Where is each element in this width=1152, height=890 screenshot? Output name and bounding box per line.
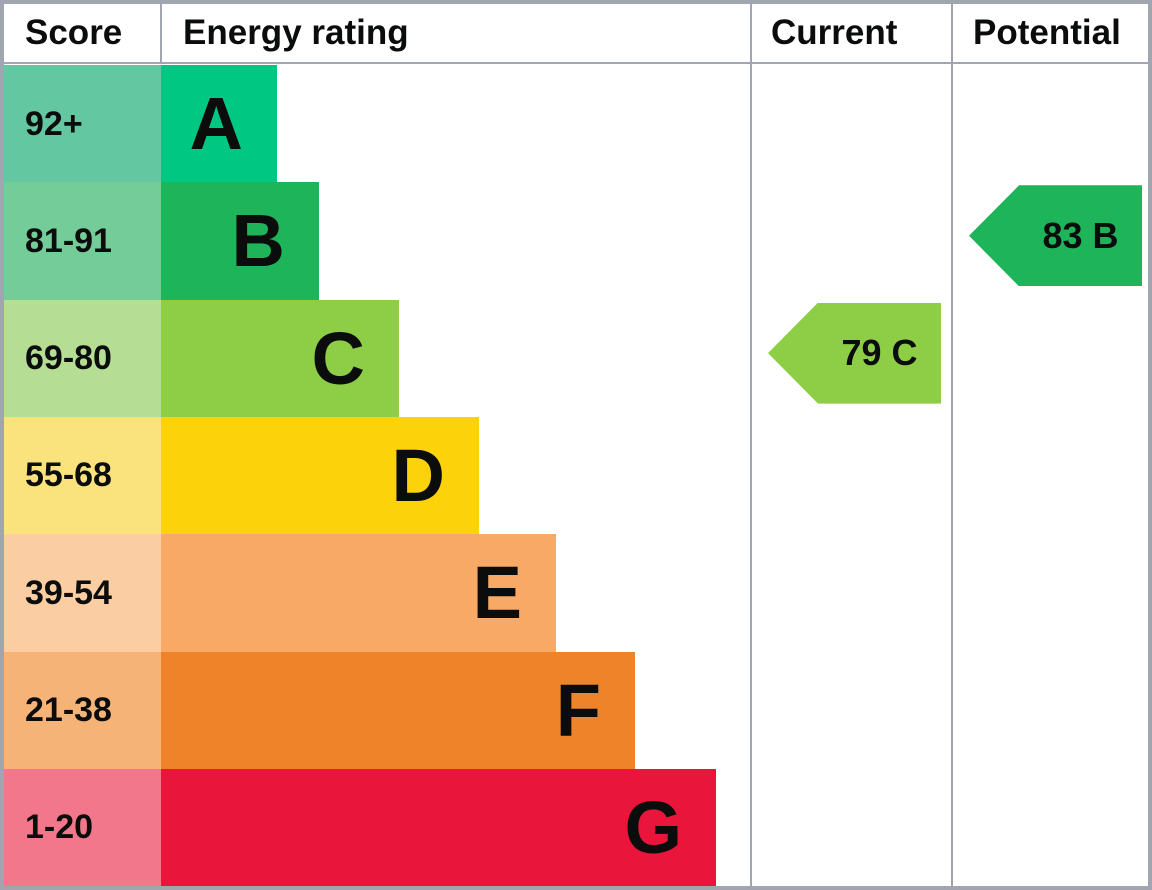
score-range-label: 55-68 bbox=[25, 456, 112, 495]
score-range-label: 92+ bbox=[25, 104, 83, 143]
current-rating-label: 79 C bbox=[841, 332, 918, 374]
potential-column-divider-line bbox=[951, 4, 953, 886]
band-row-d: 55-68 D bbox=[4, 416, 1148, 535]
band-row-b: 81-91 B bbox=[4, 182, 1148, 301]
score-range-cell: 81-91 bbox=[4, 182, 161, 301]
score-range-label: 39-54 bbox=[25, 573, 112, 612]
band-letter: E bbox=[472, 551, 522, 635]
score-range-cell: 69-80 bbox=[4, 299, 161, 418]
header-energy-rating-label: Energy rating bbox=[183, 13, 409, 52]
band-bar: B bbox=[161, 182, 319, 301]
score-range-label: 21-38 bbox=[25, 691, 112, 729]
header-current-label: Current bbox=[771, 13, 898, 52]
score-range-label: 81-91 bbox=[25, 221, 112, 260]
header-score-divider-line bbox=[160, 4, 162, 62]
band-row-e: 39-54 E bbox=[4, 534, 1148, 653]
band-letter: B bbox=[231, 199, 285, 283]
band-letter: A bbox=[189, 82, 243, 165]
header-score-label: Score bbox=[25, 13, 123, 52]
score-range-label: 1-20 bbox=[25, 808, 94, 847]
band-bar: D bbox=[161, 416, 479, 535]
band-bar: G bbox=[161, 768, 716, 886]
band-bar: C bbox=[161, 299, 399, 418]
band-bar: F bbox=[161, 651, 635, 770]
header-potential-label: Potential bbox=[973, 13, 1121, 52]
potential-rating-label: 83 B bbox=[1042, 214, 1119, 256]
score-range-label: 69-80 bbox=[25, 339, 112, 378]
score-range-cell: 55-68 bbox=[4, 416, 161, 535]
score-range-cell: 92+ bbox=[4, 65, 161, 183]
band-letter: G bbox=[624, 785, 682, 869]
score-range-cell: 39-54 bbox=[4, 534, 161, 653]
score-range-cell: 21-38 bbox=[4, 651, 161, 770]
band-row-f: 21-38 F bbox=[4, 651, 1148, 770]
score-range-cell: 1-20 bbox=[4, 768, 161, 886]
band-letter: C bbox=[311, 316, 365, 400]
header-bottom-line bbox=[4, 62, 1148, 64]
band-letter: D bbox=[391, 433, 445, 517]
band-row-c: 69-80 C bbox=[4, 299, 1148, 418]
band-bar: A bbox=[161, 65, 277, 183]
band-letter: F bbox=[555, 668, 601, 752]
band-row-g: 1-20 G bbox=[4, 768, 1148, 886]
current-column-divider-line bbox=[750, 4, 752, 886]
band-row-a: 92+ A bbox=[4, 65, 1148, 183]
band-bar: E bbox=[161, 534, 556, 653]
